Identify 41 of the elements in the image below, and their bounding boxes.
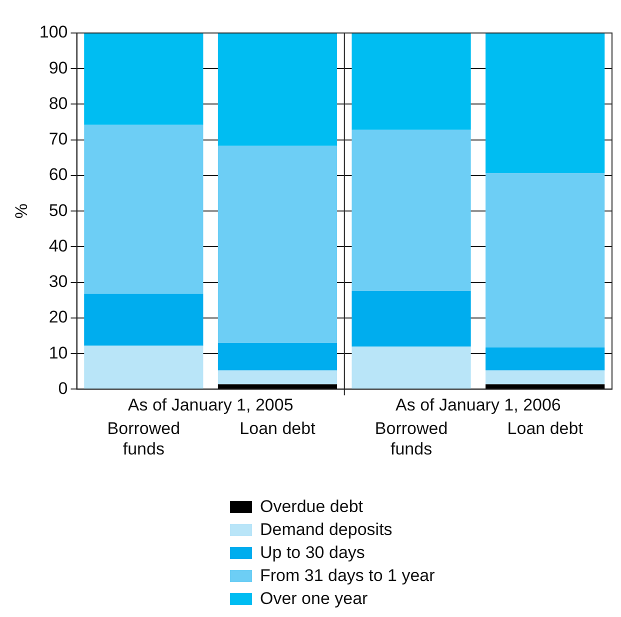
legend-label: Overdue debt [260,496,364,516]
bar [486,33,605,173]
y-tick-label: 30 [48,272,68,292]
text: As of January 1, 2006 [395,395,561,414]
y-tick-label: 50 [48,200,68,220]
bar [352,290,471,346]
bar [218,33,338,146]
y-tick-label: 20 [48,308,68,327]
bar [486,172,605,348]
y-tick-label: 100 [39,22,68,42]
y-tick-label: 70 [48,130,68,149]
bar [218,370,338,384]
y-tick-label: 90 [48,58,68,78]
bar [486,384,605,389]
bar [84,346,204,389]
bar [486,348,605,370]
x-tick-label: Loan debt [507,419,584,438]
text: As of January 1, 2005 [128,395,294,414]
legend-label: Up to 30 days [260,542,365,562]
y-tick-label: 80 [48,94,68,113]
bar [352,130,471,291]
bar [84,124,204,294]
bar [218,342,338,370]
bar [84,294,204,346]
x-tick-label: Borrowed funds [107,419,180,458]
bar [218,384,338,389]
x-tick-label: Loan debt [240,419,316,438]
legend-label: Over one year [260,588,368,608]
bar [352,346,471,389]
y-tick-label: 0 [58,378,68,398]
y-tick-label: 40 [48,236,68,256]
bar [218,146,338,343]
bar [486,370,605,384]
x-tick-label: Borrowed funds [374,419,448,458]
bar [84,33,204,125]
y-tick-label: 10 [48,343,68,362]
bar [352,33,471,130]
y-tick-label: 60 [48,165,68,184]
y-axis-title: % [12,204,31,219]
legend-label: From 31 days to 1 year [260,566,435,586]
legend-label: Demand deposits [260,520,392,540]
